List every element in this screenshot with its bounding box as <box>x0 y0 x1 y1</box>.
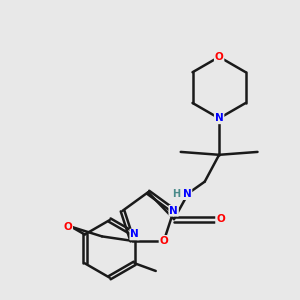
Text: N: N <box>183 189 191 199</box>
Text: O: O <box>215 52 224 62</box>
Text: N: N <box>215 113 224 123</box>
Text: N: N <box>169 206 178 216</box>
Text: O: O <box>216 214 225 224</box>
Text: O: O <box>160 236 168 246</box>
Text: O: O <box>63 222 72 232</box>
Text: H: H <box>172 189 181 199</box>
Text: N: N <box>130 230 139 239</box>
